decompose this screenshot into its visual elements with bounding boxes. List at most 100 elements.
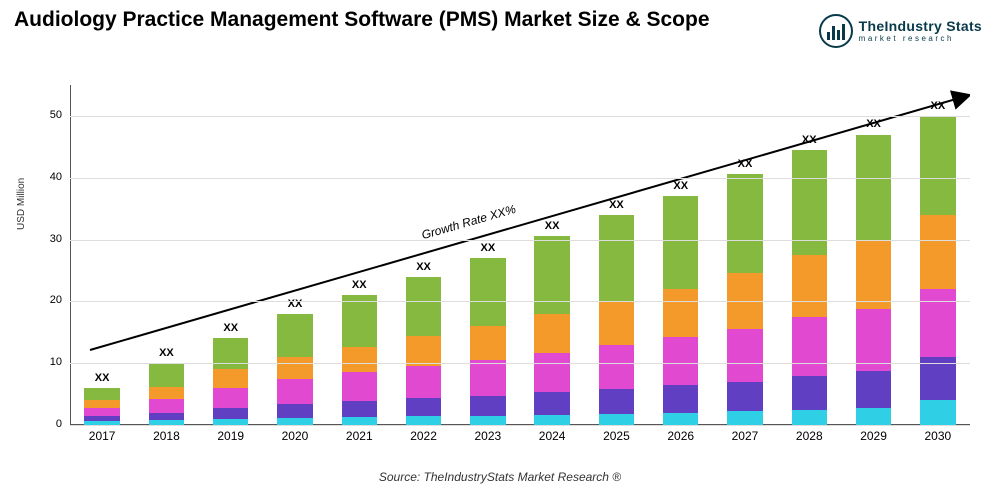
- bar-value-label: XX: [342, 279, 377, 291]
- bar-segment: [342, 401, 377, 417]
- bar-segment: [534, 353, 569, 393]
- bar-value-label: XX: [727, 158, 762, 170]
- bar-value-label: XX: [277, 298, 312, 310]
- bar-value-label: XX: [920, 100, 955, 112]
- gridline: [70, 178, 970, 179]
- bar-segment: [727, 329, 762, 382]
- bar-segment: [599, 215, 634, 302]
- bar-segment: [342, 417, 377, 425]
- logo-sub-text: market research: [859, 35, 982, 43]
- bar-segment: [470, 258, 505, 326]
- x-tick-label: 2029: [841, 429, 905, 443]
- bar-segment: [856, 309, 891, 371]
- bar-value-label: XX: [149, 347, 184, 359]
- x-tick-label: 2025: [584, 429, 648, 443]
- bar-group: XX: [727, 174, 762, 425]
- x-tick-label: 2021: [327, 429, 391, 443]
- bar-segment: [470, 396, 505, 416]
- bar-group: XX: [342, 295, 377, 425]
- bar-segment: [213, 388, 248, 408]
- x-tick-label: 2024: [520, 429, 584, 443]
- bar-segment: [342, 295, 377, 346]
- bar-segment: [277, 357, 312, 379]
- bar-segment: [856, 135, 891, 241]
- bar-segment: [920, 289, 955, 357]
- bar-segment: [920, 116, 955, 215]
- y-tick-label: 40: [32, 171, 62, 183]
- bar-value-label: XX: [599, 199, 634, 211]
- bar-value-label: XX: [84, 372, 119, 384]
- bar-group: XX: [406, 277, 441, 425]
- bar-segment: [470, 360, 505, 396]
- bar-group: XX: [149, 363, 184, 425]
- bar-segment: [663, 413, 698, 425]
- bar-segment: [856, 241, 891, 309]
- bar-segment: [149, 413, 184, 420]
- bar-segment: [277, 418, 312, 425]
- bars-container: XXXXXXXXXXXXXXXXXXXXXXXXXXXX: [70, 85, 970, 425]
- bar-segment: [856, 408, 891, 425]
- x-tick-label: 2027: [713, 429, 777, 443]
- logo-bars-icon: [819, 14, 853, 48]
- bar-segment: [792, 255, 827, 317]
- bar-value-label: XX: [856, 118, 891, 130]
- bar-segment: [406, 277, 441, 336]
- x-tick-label: 2019: [199, 429, 263, 443]
- bar-group: XX: [84, 388, 119, 425]
- bar-segment: [727, 411, 762, 425]
- bar-segment: [599, 414, 634, 425]
- x-tick-label: 2018: [134, 429, 198, 443]
- brand-logo: TheIndustry Stats market research: [819, 14, 982, 48]
- bar-segment: [342, 372, 377, 400]
- y-tick-label: 30: [32, 233, 62, 245]
- bar-segment: [406, 366, 441, 398]
- bar-segment: [406, 336, 441, 366]
- bar-segment: [277, 379, 312, 404]
- bar-group: XX: [470, 258, 505, 425]
- y-tick-label: 20: [32, 294, 62, 306]
- bar-segment: [149, 387, 184, 399]
- y-tick-label: 0: [32, 418, 62, 430]
- bar-segment: [534, 392, 569, 414]
- bar-segment: [149, 363, 184, 386]
- bar-group: XX: [599, 215, 634, 425]
- bar-segment: [534, 415, 569, 426]
- bar-segment: [663, 385, 698, 412]
- y-axis-label: USD Million: [16, 178, 27, 230]
- bar-segment: [470, 326, 505, 360]
- bar-group: XX: [792, 150, 827, 425]
- gridline: [70, 116, 970, 117]
- gridline: [70, 240, 970, 241]
- bar-segment: [213, 338, 248, 369]
- gridline: [70, 425, 970, 426]
- x-tick-label: 2017: [70, 429, 134, 443]
- bar-segment: [84, 408, 119, 417]
- bar-value-label: XX: [792, 134, 827, 146]
- bar-segment: [792, 376, 827, 410]
- bar-segment: [599, 301, 634, 344]
- bar-segment: [727, 174, 762, 273]
- bar-segment: [149, 399, 184, 413]
- bar-segment: [663, 337, 698, 385]
- bar-segment: [599, 345, 634, 390]
- bar-segment: [920, 215, 955, 289]
- bar-group: XX: [213, 338, 248, 425]
- x-tick-label: 2023: [456, 429, 520, 443]
- bar-group: XX: [534, 236, 569, 425]
- bar-group: XX: [663, 196, 698, 425]
- y-tick-label: 50: [32, 109, 62, 121]
- bar-group: XX: [920, 116, 955, 425]
- bar-value-label: XX: [470, 242, 505, 254]
- logo-main-text: TheIndustry Stats: [859, 19, 982, 33]
- bar-segment: [856, 371, 891, 408]
- gridline: [70, 363, 970, 364]
- bar-segment: [84, 400, 119, 407]
- bar-segment: [920, 400, 955, 425]
- x-tick-label: 2028: [777, 429, 841, 443]
- x-tick-label: 2026: [649, 429, 713, 443]
- bar-segment: [534, 314, 569, 353]
- bar-segment: [277, 314, 312, 357]
- bar-group: XX: [277, 314, 312, 425]
- bar-segment: [342, 347, 377, 373]
- gridline: [70, 301, 970, 302]
